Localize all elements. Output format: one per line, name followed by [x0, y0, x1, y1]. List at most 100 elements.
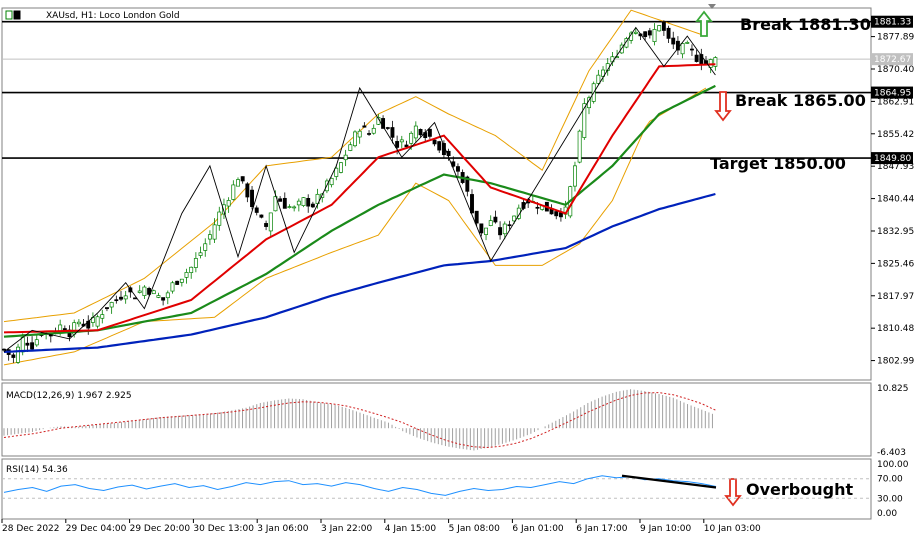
candle-body: [170, 282, 175, 292]
candle-body: [268, 212, 273, 232]
price-badge: [871, 152, 913, 165]
macd-panel: [3, 389, 717, 451]
price-tick-label: 1832.95: [877, 227, 914, 237]
candle-body: [596, 74, 601, 84]
rsi-panel: [2, 474, 871, 507]
candle-body: [404, 144, 409, 148]
rsi-panel-frame: [1, 458, 872, 520]
bollinger-lower-line: [3, 87, 707, 366]
symbol-label: XAUsd, H1: Loco London Gold: [46, 11, 180, 21]
candle-glyph-icon: [5, 10, 13, 20]
candle-body: [367, 133, 371, 135]
price-tick-label: 1877.89: [877, 33, 914, 43]
price-badge: [871, 86, 913, 99]
candle-body: [254, 207, 259, 213]
price-badge-label: 1881.33: [874, 18, 911, 28]
candle-body: [100, 314, 105, 319]
candle-body: [577, 130, 582, 163]
time-tick-label: 29 Dec 04:00: [66, 524, 127, 534]
rsi-divergence-line: [621, 474, 717, 489]
candle-body: [240, 176, 245, 182]
candle-body: [222, 204, 226, 215]
time-tick-label: 30 Dec 13:00: [193, 524, 254, 534]
candle-body: [264, 223, 269, 227]
rsi-tick-label: 70.00: [877, 475, 903, 485]
price-tick-label: 1862.91: [877, 97, 914, 107]
candle-body: [484, 227, 488, 235]
candle-body: [142, 286, 147, 296]
candle-body: [601, 69, 605, 77]
candle-body: [175, 280, 180, 285]
candle-body: [624, 38, 629, 48]
candle-body: [643, 31, 648, 38]
candle-body: [694, 54, 699, 62]
overbought-label: Overbought: [746, 480, 853, 499]
candle-body: [582, 103, 587, 138]
candle-body: [310, 203, 315, 208]
price-tick-label: 1840.44: [877, 195, 914, 205]
candle-body: [11, 354, 16, 358]
candle-body: [418, 129, 423, 136]
macd-tick-label: -6.403: [877, 448, 906, 458]
candle-body: [498, 227, 503, 236]
candle-body: [217, 211, 222, 226]
candle-body: [203, 243, 208, 251]
axes-layer: 1877.89 1870.40 1862.91 1855.42 1847.93 1840.…: [1, 4, 914, 534]
candle-body: [105, 307, 109, 310]
candle-body: [250, 189, 254, 208]
candle-body: [353, 131, 357, 147]
candle-body: [133, 297, 137, 300]
price-tick-label: 1825.46: [877, 259, 914, 269]
candle-body: [390, 127, 395, 138]
price-badge: [871, 15, 913, 28]
candle-body: [184, 272, 189, 278]
candle-body: [427, 128, 432, 137]
candle-body: [395, 141, 400, 148]
price-tick-label: 1870.40: [877, 65, 914, 75]
time-tick-label: 29 Dec 20:00: [130, 524, 191, 534]
price-badge: [871, 53, 913, 66]
candle-body: [20, 336, 25, 353]
candle-body: [273, 196, 278, 212]
candle-body: [371, 127, 376, 134]
candle-body: [479, 223, 484, 234]
target-label: Target 1850.00: [710, 154, 846, 173]
candle-body: [666, 27, 671, 39]
candle-body: [690, 48, 694, 51]
candle-body: [329, 177, 334, 186]
rsi-tick-label: 30.00: [877, 494, 903, 504]
candle-body: [16, 346, 20, 363]
time-tick-label: 4 Jan 15:00: [385, 524, 437, 534]
candle-body: [179, 278, 184, 283]
candle-body: [432, 139, 437, 145]
shift-marker-icon[interactable]: [708, 4, 716, 9]
macd-panel-frame: [1, 382, 872, 457]
candle-body: [245, 183, 250, 198]
candle-body: [488, 220, 493, 226]
candle-body: [409, 132, 414, 144]
candle-body: [34, 339, 39, 346]
candle-body: [226, 200, 231, 207]
candle-body: [399, 139, 404, 143]
time-tick-label: 9 Jan 10:00: [640, 524, 692, 534]
price-tick-label: 1847.93: [877, 162, 914, 172]
candle-body: [470, 194, 474, 214]
arrow-down-icon: [714, 91, 732, 122]
candle-body: [671, 37, 676, 45]
candle-body: [30, 342, 35, 350]
candle-body: [465, 176, 470, 192]
candle-body: [558, 212, 563, 218]
candle-body: [339, 162, 343, 173]
time-tick-label: 5 Jan 08:00: [449, 524, 501, 534]
price-tick-label: 1855.42: [877, 130, 914, 140]
ma-slow-line: [3, 192, 716, 353]
macd-label: MACD(12,26,9) 1.967 2.925: [6, 391, 132, 401]
candle-body: [437, 141, 442, 151]
candle-body: [685, 42, 690, 44]
candle-body: [259, 214, 264, 218]
candle-body: [123, 295, 128, 300]
candle-body: [306, 198, 311, 207]
candle-body: [189, 266, 194, 273]
